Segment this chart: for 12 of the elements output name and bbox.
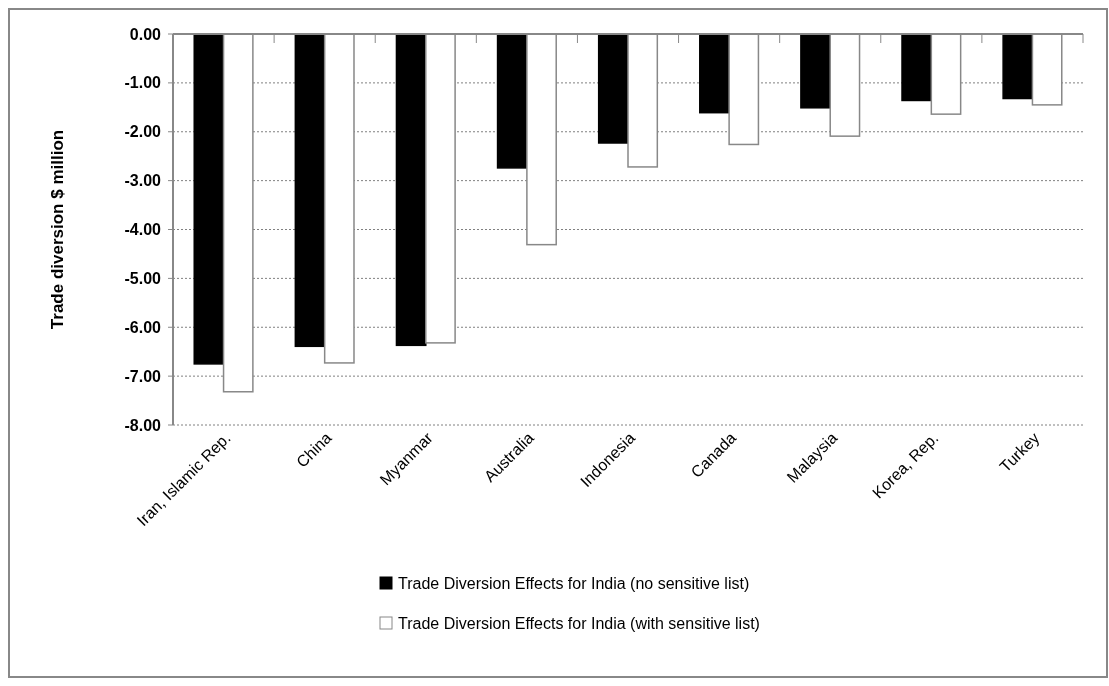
y-tick-label: -7.00 [124,367,162,385]
y-tick-label: -4.00 [124,221,162,239]
y-tick-label: -1.00 [124,74,162,92]
y-tick-label: -5.00 [124,269,162,287]
y-axis-title: Trade diversion $ million [48,129,67,330]
y-tick-label: -3.00 [124,172,162,190]
y-tick-label: -2.00 [124,123,162,141]
legend-label: Trade Diversion Effects for India (no sensitive list) [398,574,750,592]
y-tick-label: -6.00 [124,318,162,336]
y-tick-label: -8.00 [124,416,162,434]
y-tick-label: 0.00 [129,25,162,43]
legend-label: Trade Diversion Effects for India (with sensitive list) [398,614,760,632]
